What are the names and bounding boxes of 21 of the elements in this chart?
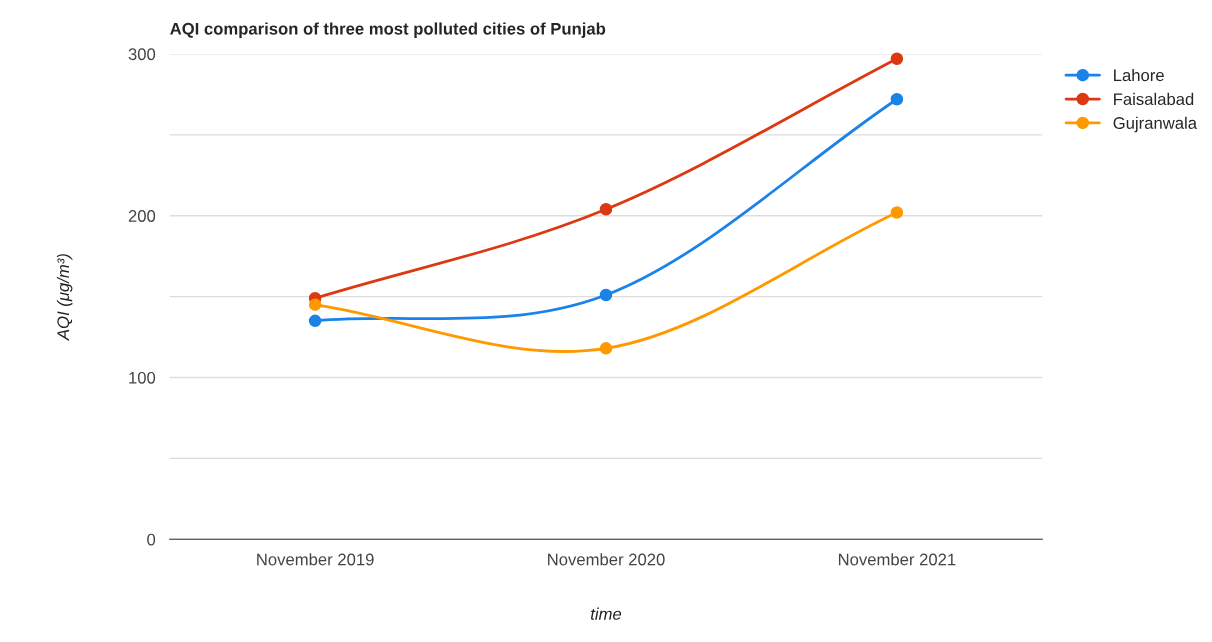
y-tick-label: 200 — [128, 210, 156, 222]
legend-label: Lahore — [1114, 68, 1164, 82]
y-tick-label: 0 — [147, 533, 156, 546]
point — [308, 314, 322, 328]
point — [599, 342, 613, 355]
x-axis-title: time — [591, 607, 622, 620]
point — [890, 52, 904, 66]
point — [890, 206, 904, 219]
y-tick-label: 300 — [128, 48, 156, 61]
x-tick-label: November 2019 — [257, 553, 374, 566]
point — [599, 288, 613, 302]
y-tick-label: 100 — [129, 371, 156, 384]
point — [890, 92, 904, 106]
legend-label: Gujranwala — [1113, 116, 1198, 133]
chart-title: AQI comparison of three most polluted cities of Punjab — [170, 22, 606, 38]
point — [599, 202, 613, 216]
x-tick-label: November 2021 — [838, 553, 956, 566]
x-tick-label: November 2020 — [548, 553, 665, 566]
y-axis-title: AQI (μg/m³) — [56, 254, 73, 341]
point — [308, 298, 322, 311]
legend-label: Faisalabad — [1114, 92, 1194, 106]
